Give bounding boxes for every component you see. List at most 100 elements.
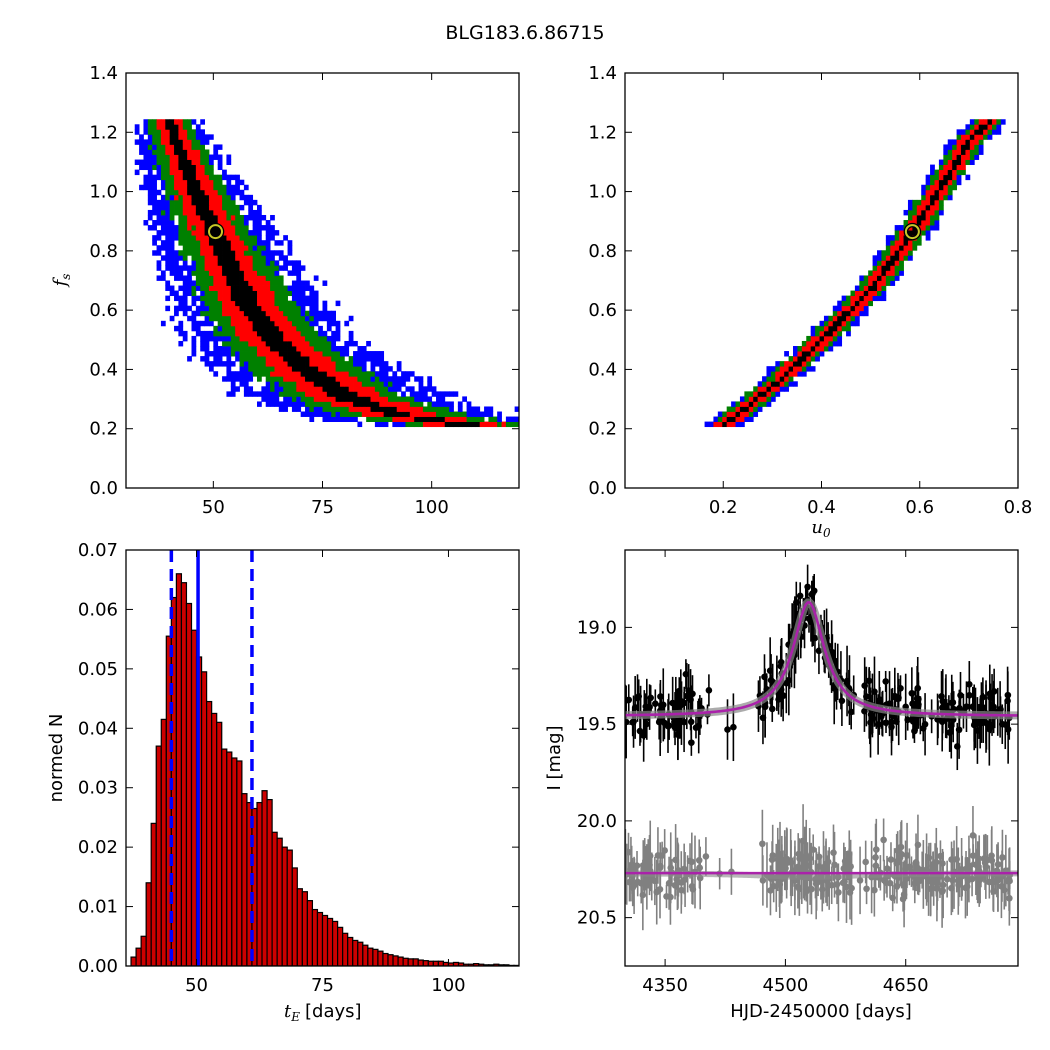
tl-cell (261, 386, 267, 392)
tr-cell (832, 310, 838, 317)
tl-cell (252, 335, 258, 342)
tl-cell (265, 235, 271, 241)
tl-cell (243, 194, 249, 201)
residual-point (830, 849, 837, 856)
tl-cell (235, 184, 240, 191)
tl-cell (265, 300, 271, 307)
tr-cell (956, 134, 962, 140)
tl-cell (252, 290, 258, 297)
tr-cell (969, 154, 975, 160)
tl-cell (466, 406, 472, 412)
tl-cell (296, 315, 302, 322)
tl-cell (339, 396, 345, 402)
tl-cell (208, 169, 214, 176)
br-ytick-label: 20.5 (577, 908, 617, 929)
tl-cell (374, 351, 380, 357)
tr-cell (819, 330, 825, 337)
tr-cell (907, 245, 913, 251)
tr-cell (978, 139, 984, 145)
tl-cell (383, 386, 389, 392)
tr-cell (930, 220, 935, 226)
tl-cell (217, 310, 223, 317)
tl-cell (152, 250, 157, 256)
tl-cell (156, 275, 162, 281)
tl-cell (165, 209, 171, 216)
tl-cell (414, 411, 419, 417)
tl-cell (265, 240, 271, 246)
tr-cell (717, 421, 723, 428)
data-point (963, 703, 970, 711)
tl-cell (204, 209, 210, 216)
tl-cell (335, 401, 341, 407)
tl-cell (287, 351, 293, 357)
br-xtick-label: 4350 (642, 975, 688, 996)
tr-cell (837, 300, 843, 307)
histogram-bar (407, 958, 414, 966)
tl-cell (265, 381, 271, 387)
tl-cell (200, 119, 205, 125)
tr-cell (775, 386, 781, 392)
tl-cell (344, 401, 350, 407)
tr-cell (766, 366, 772, 372)
tr-cell (801, 346, 807, 352)
tl-cell (248, 330, 254, 337)
tr-cell (961, 164, 966, 171)
tl-cell (152, 144, 157, 150)
tl-cell (357, 401, 363, 407)
tl-cell (230, 275, 236, 281)
tl-cell (514, 421, 519, 428)
tl-cell (361, 386, 367, 392)
tl-cell (147, 149, 153, 155)
tr-xtick-label: 0.4 (807, 497, 836, 518)
tr-cell (828, 320, 834, 327)
tr-cell (947, 194, 953, 201)
tl-cell (278, 356, 284, 362)
tr-cell (969, 159, 975, 165)
tl-cell (257, 230, 262, 236)
tr-cell (961, 139, 966, 145)
tl-cell (208, 295, 214, 302)
tl-cell (414, 376, 419, 382)
tl-cell (418, 411, 424, 417)
tl-cell (222, 225, 227, 231)
tl-cell (257, 265, 262, 271)
tr-cell (969, 134, 975, 140)
tr-cell (859, 280, 865, 286)
tr-cell (806, 340, 812, 347)
tl-cell (296, 386, 302, 392)
tl-cell (191, 209, 197, 216)
tl-cell (235, 300, 240, 307)
tr-cell (877, 270, 882, 276)
tr-cell (810, 325, 816, 332)
tl-cell (191, 214, 197, 221)
tl-cell (278, 386, 284, 392)
tl-cell (374, 401, 380, 407)
tl-cell (174, 290, 179, 297)
tl-cell (252, 325, 258, 332)
tl-cell (226, 245, 232, 251)
tl-cell (339, 406, 345, 412)
tl-cell (261, 361, 267, 367)
tl-cell (204, 335, 210, 342)
tl-cell (283, 300, 288, 307)
tl-cell (300, 310, 306, 317)
tr-cell (912, 230, 918, 236)
tr-cell (846, 330, 851, 337)
tl-cell (243, 320, 249, 327)
tl-cell (366, 371, 371, 377)
tr-cell (885, 265, 891, 271)
histogram-bar (206, 700, 213, 966)
tl-cell (204, 179, 210, 186)
tr-ytick-label: 0.2 (588, 419, 617, 440)
tl-cell (300, 315, 306, 322)
tl-cell (427, 376, 433, 382)
tl-cell (230, 320, 236, 327)
tl-cell (178, 119, 184, 125)
tl-cell (322, 386, 328, 392)
tl-cell (409, 401, 415, 407)
tl-cell (331, 366, 336, 372)
tr-cell (947, 164, 953, 171)
tr-cell (859, 275, 865, 281)
tl-cell (213, 154, 219, 160)
